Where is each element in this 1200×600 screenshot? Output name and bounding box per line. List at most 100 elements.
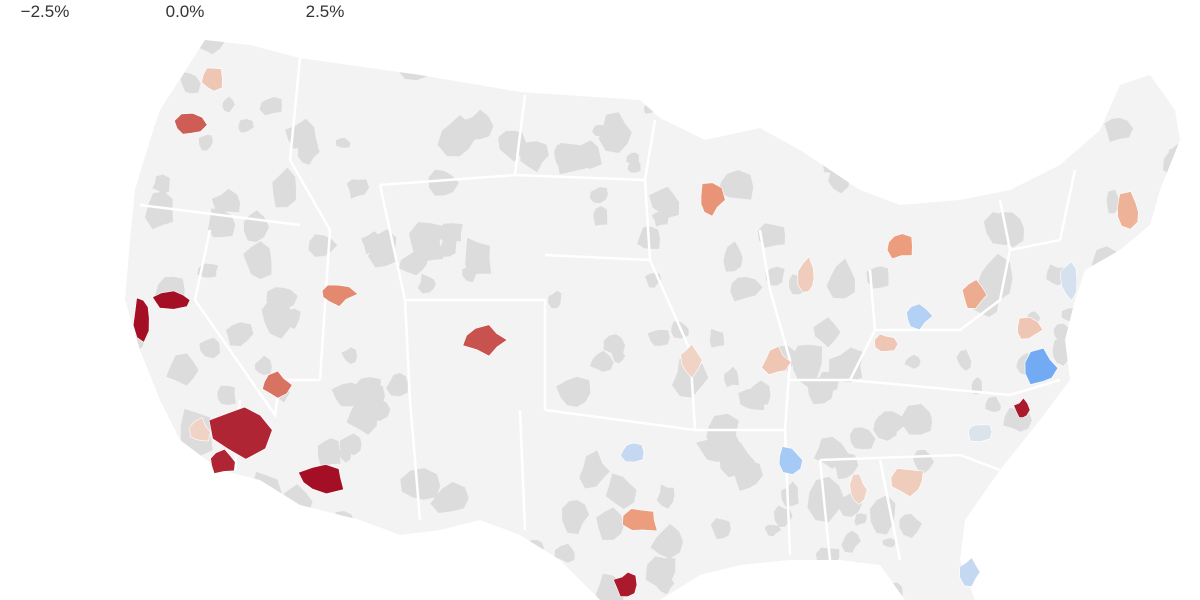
metro-area [428, 169, 459, 196]
metro-area [672, 359, 709, 398]
metro-area [222, 96, 235, 113]
metro-area [346, 179, 370, 199]
metro-area [562, 500, 590, 535]
metro [174, 112, 208, 135]
metro-area [589, 187, 609, 204]
metro-area [849, 427, 876, 450]
metro [959, 557, 981, 587]
metro-area [1021, 501, 1047, 525]
metro-area [1167, 53, 1180, 69]
metro-area [1018, 117, 1036, 135]
metro-area [714, 429, 741, 462]
metro-area [1123, 473, 1144, 491]
metro-area [317, 438, 341, 469]
metro-area [724, 366, 739, 388]
metro [612, 571, 638, 597]
metro-area [745, 380, 771, 408]
metro-area [462, 264, 478, 283]
metro-area [1154, 493, 1180, 515]
metro-area [645, 556, 676, 594]
metro-area [548, 290, 562, 309]
metro-area [765, 266, 785, 286]
metro-area [199, 337, 220, 359]
metro-area [198, 134, 213, 151]
metro [1059, 261, 1078, 302]
metro-area [520, 141, 549, 173]
metro-area [1088, 444, 1117, 469]
metro [849, 473, 868, 505]
metro-area [975, 144, 993, 165]
metro-area [1140, 524, 1163, 551]
metro-area [341, 347, 358, 365]
metro [462, 324, 508, 357]
metro-area [556, 376, 591, 407]
metro-area [1100, 347, 1127, 372]
metro-area [681, 42, 705, 69]
metro [890, 467, 924, 498]
metro-area [330, 511, 355, 538]
metro-area [966, 40, 1003, 65]
metro-area [272, 167, 296, 208]
metro-area [254, 355, 272, 375]
metro [201, 67, 223, 92]
metro-area [1022, 477, 1060, 518]
metro-area [417, 273, 436, 294]
metro-area [656, 484, 675, 509]
metro-area [1055, 484, 1082, 519]
metro-area [554, 144, 571, 166]
metro-area [1109, 277, 1140, 321]
metro [1117, 191, 1139, 230]
metro-area [491, 564, 521, 600]
metro-area [144, 191, 173, 230]
metro-area [346, 402, 380, 435]
metro-area [985, 396, 1001, 412]
metro [132, 297, 150, 343]
metro-area [983, 212, 1023, 246]
metro-area [360, 383, 385, 412]
metro [620, 442, 645, 463]
metro-area [438, 223, 463, 242]
metro-area [815, 547, 840, 568]
legend-label: −2.5% [21, 2, 70, 21]
metro-area [716, 40, 749, 73]
metro-area [1146, 234, 1172, 261]
metro-area [437, 236, 457, 257]
metro-area [856, 151, 885, 185]
legend: −2.5% 0.0% 2.5% [21, 2, 345, 21]
metro [906, 303, 934, 331]
metro [1013, 397, 1031, 419]
metro-area [1063, 500, 1084, 521]
metro-area [169, 54, 185, 72]
metro [886, 233, 913, 260]
metro-area [238, 118, 254, 133]
metro-area [904, 354, 921, 369]
metro-area [125, 99, 155, 134]
metro-area [368, 229, 397, 268]
metro-area [166, 353, 199, 386]
metro-area [730, 277, 763, 302]
metro-area [259, 97, 282, 116]
legend-label: 2.5% [306, 2, 345, 21]
metro-area [649, 186, 680, 218]
metro-area [1132, 43, 1159, 76]
metro-area [647, 330, 670, 346]
metro-area [342, 555, 382, 598]
metro [1024, 347, 1059, 385]
metro-area [573, 140, 602, 169]
metro-area [204, 504, 225, 522]
metro-area [650, 524, 683, 559]
metro-area [1125, 472, 1154, 504]
metro-area [605, 473, 637, 509]
metro [797, 256, 815, 293]
metro-area [826, 258, 855, 299]
metro [874, 333, 899, 352]
metro [208, 406, 273, 460]
metro-area [554, 543, 575, 563]
metro [700, 182, 726, 217]
metro-area [611, 40, 626, 46]
metro [297, 464, 344, 495]
metro-area [623, 40, 665, 65]
metro-area [243, 241, 272, 280]
metro-area [307, 546, 331, 577]
